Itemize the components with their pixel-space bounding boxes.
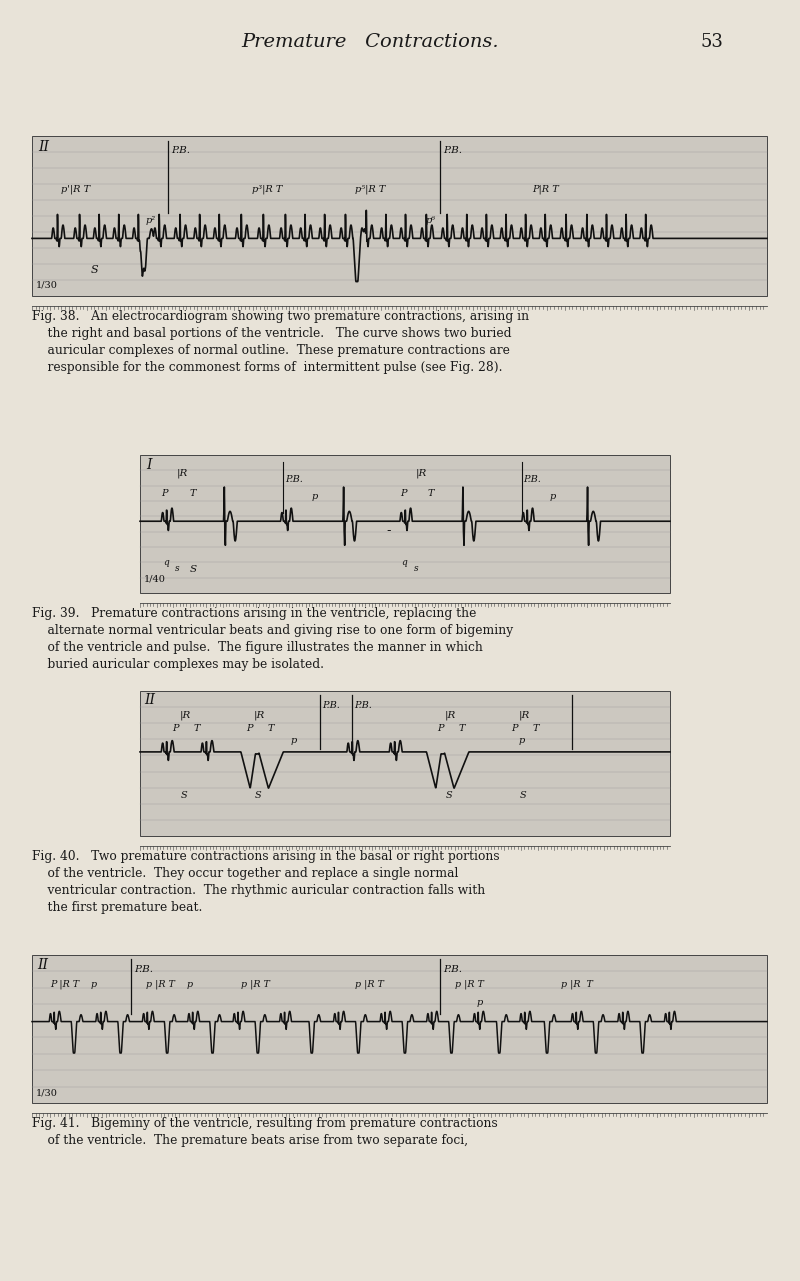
Text: T: T — [533, 724, 539, 733]
Text: p: p — [311, 492, 318, 501]
Text: |R: |R — [519, 711, 530, 720]
Text: II: II — [144, 693, 155, 707]
Text: P.B.: P.B. — [443, 146, 462, 155]
Text: p⁵|R T: p⁵|R T — [355, 184, 386, 193]
Text: Fig. 40.   Two premature contractions arising in the basal or right portions
   : Fig. 40. Two premature contractions aris… — [32, 851, 500, 915]
Text: 1/40: 1/40 — [144, 575, 166, 584]
Text: P.B.: P.B. — [354, 701, 372, 710]
Text: q: q — [163, 559, 169, 567]
Text: Fig. 41.   Bigeminy of the ventricle, resulting from premature contractions
    : Fig. 41. Bigeminy of the ventricle, resu… — [32, 1117, 498, 1146]
Text: p |R T: p |R T — [146, 980, 175, 989]
Text: S: S — [446, 790, 452, 799]
Text: P: P — [161, 489, 168, 498]
Text: p'|R T: p'|R T — [62, 184, 90, 193]
Text: S: S — [254, 790, 262, 799]
Text: II: II — [37, 958, 48, 972]
Text: Fig. 39.   Premature contractions arising in the ventricle, replacing the
    al: Fig. 39. Premature contractions arising … — [32, 607, 513, 671]
Text: -: - — [387, 524, 391, 538]
Text: I: I — [146, 457, 151, 471]
Text: |R: |R — [177, 468, 189, 478]
Text: P: P — [511, 724, 518, 733]
Text: |R: |R — [180, 711, 191, 720]
Text: S: S — [181, 790, 187, 799]
Text: T: T — [189, 489, 196, 498]
Text: |R: |R — [416, 468, 427, 478]
Text: P: P — [437, 724, 443, 733]
Text: P: P — [172, 724, 178, 733]
Text: 53: 53 — [700, 33, 723, 51]
Text: P: P — [246, 724, 253, 733]
Bar — [140, 455, 670, 593]
Text: p: p — [186, 980, 193, 989]
Text: T: T — [459, 724, 466, 733]
Text: 1/30: 1/30 — [36, 281, 58, 290]
Text: S: S — [190, 565, 197, 574]
Text: Fig. 38.   An electrocardiogram showing two premature contractions, arising in
 : Fig. 38. An electrocardiogram showing tw… — [32, 310, 529, 374]
Bar — [140, 690, 670, 836]
Bar — [32, 136, 767, 296]
Text: P.B.: P.B. — [134, 966, 154, 975]
Bar — [32, 956, 767, 1103]
Text: P.B.: P.B. — [171, 146, 190, 155]
Text: II: II — [38, 140, 49, 154]
Text: P.B.: P.B. — [285, 475, 303, 484]
Text: P|R T: P|R T — [532, 184, 558, 193]
Text: p: p — [550, 492, 556, 501]
Text: p |R T: p |R T — [242, 980, 270, 989]
Text: p |R  T: p |R T — [561, 980, 593, 989]
Text: p |R T: p |R T — [454, 980, 483, 989]
Text: p⁶: p⁶ — [426, 216, 435, 225]
Text: 1/30: 1/30 — [36, 1088, 58, 1097]
Text: P.B.: P.B. — [322, 701, 340, 710]
Text: q: q — [402, 559, 407, 567]
Text: P: P — [400, 489, 406, 498]
Text: T: T — [268, 724, 274, 733]
Text: s: s — [175, 564, 180, 573]
Text: p: p — [518, 735, 525, 744]
Text: P.B.: P.B. — [523, 475, 542, 484]
Text: p: p — [477, 998, 483, 1007]
Text: p: p — [91, 980, 97, 989]
Text: S: S — [520, 790, 526, 799]
Text: |R: |R — [445, 711, 456, 720]
Text: p |R T: p |R T — [355, 980, 384, 989]
Text: P |R T: P |R T — [50, 980, 79, 989]
Text: P.B.: P.B. — [443, 966, 462, 975]
Text: T: T — [194, 724, 200, 733]
Text: p: p — [290, 735, 297, 744]
Text: S: S — [90, 265, 98, 275]
Text: s: s — [414, 564, 418, 573]
Text: Premature   Contractions.: Premature Contractions. — [241, 33, 499, 51]
Text: p³|R T: p³|R T — [253, 184, 283, 193]
Text: T: T — [428, 489, 434, 498]
Text: |R: |R — [254, 711, 266, 720]
Text: p²: p² — [146, 216, 156, 225]
